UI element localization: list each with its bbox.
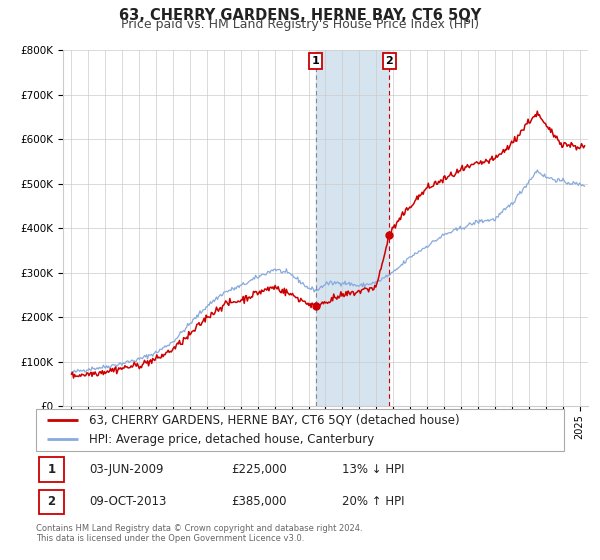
Text: Price paid vs. HM Land Registry's House Price Index (HPI): Price paid vs. HM Land Registry's House … bbox=[121, 18, 479, 31]
Text: HPI: Average price, detached house, Canterbury: HPI: Average price, detached house, Cant… bbox=[89, 433, 374, 446]
Text: £385,000: £385,000 bbox=[232, 496, 287, 508]
FancyBboxPatch shape bbox=[38, 458, 64, 482]
Bar bbox=[316, 50, 389, 406]
Text: 13% ↓ HPI: 13% ↓ HPI bbox=[342, 463, 405, 476]
Text: 2: 2 bbox=[385, 56, 393, 66]
Text: 09-OCT-2013: 09-OCT-2013 bbox=[89, 496, 166, 508]
Text: £225,000: £225,000 bbox=[232, 463, 287, 476]
Text: Contains HM Land Registry data © Crown copyright and database right 2024.: Contains HM Land Registry data © Crown c… bbox=[36, 524, 362, 533]
FancyBboxPatch shape bbox=[38, 489, 64, 514]
Text: 63, CHERRY GARDENS, HERNE BAY, CT6 5QY: 63, CHERRY GARDENS, HERNE BAY, CT6 5QY bbox=[119, 8, 481, 24]
Text: 2: 2 bbox=[47, 496, 55, 508]
Text: 1: 1 bbox=[47, 463, 55, 476]
FancyBboxPatch shape bbox=[36, 409, 564, 451]
Text: 20% ↑ HPI: 20% ↑ HPI bbox=[342, 496, 405, 508]
Text: This data is licensed under the Open Government Licence v3.0.: This data is licensed under the Open Gov… bbox=[36, 534, 304, 543]
Text: 03-JUN-2009: 03-JUN-2009 bbox=[89, 463, 163, 476]
Text: 63, CHERRY GARDENS, HERNE BAY, CT6 5QY (detached house): 63, CHERRY GARDENS, HERNE BAY, CT6 5QY (… bbox=[89, 414, 460, 427]
Text: 1: 1 bbox=[312, 56, 320, 66]
